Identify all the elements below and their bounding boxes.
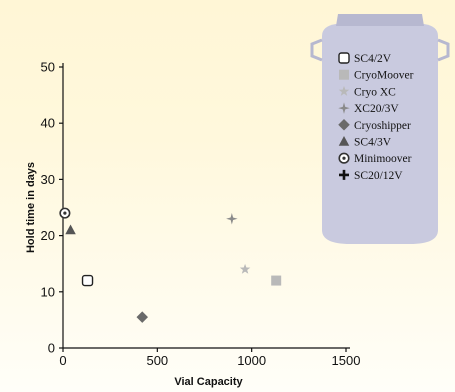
legend-item-cryoshipper: Cryoshipper [338, 119, 411, 132]
point-xc20-3v [226, 212, 238, 225]
legend-marker-cryoshipper [338, 119, 350, 131]
point-minimoover [59, 207, 71, 219]
y-tick-label: 0 [48, 341, 55, 356]
dewar-handle-left [310, 38, 323, 62]
legend-label-cryomoover: CryoMoover [354, 70, 414, 82]
legend-marker-sc20-12v [339, 169, 349, 180]
legend-label-sc4-3v: SC4/3V [354, 137, 392, 149]
axes [59, 63, 350, 352]
point-sc4-3v [65, 224, 76, 235]
y-tick-label: 50 [41, 60, 55, 75]
point-cryo-xc [239, 263, 251, 274]
legend-item-cryo-xc: Cryo XC [338, 85, 396, 98]
y-axis-label: Hold time in days [25, 162, 37, 253]
legend-marker-cryo-xc [338, 85, 350, 96]
point-cryoshipper [136, 311, 148, 323]
point-cryomoover [271, 275, 282, 286]
x-tick-label: 0 [59, 353, 66, 368]
x-tick-label: 1000 [237, 353, 266, 368]
legend-marker-cryomoover [339, 69, 349, 80]
legend-marker-xc20-3v [338, 102, 350, 114]
legend: SC4/2V CryoMoover Cryo XC XC20/3V Cryoshippe… [338, 52, 414, 182]
legend-item-sc20-12v: SC20/12V [339, 170, 403, 182]
legend-label-cryo-xc: Cryo XC [354, 86, 396, 98]
y-tick-label: 30 [41, 172, 55, 187]
point-minimoover-dot [63, 211, 67, 215]
dewar-handle-right [437, 38, 450, 62]
dewar-illustration [310, 14, 450, 244]
dewar-neck-shape [336, 14, 424, 26]
dewar-handles [310, 38, 450, 62]
legend-marker-sc4-2v [338, 52, 350, 64]
legend-label-sc4-2v: SC4/2V [354, 53, 392, 65]
legend-item-sc4-2v: SC4/2V [338, 52, 392, 65]
legend-item-minimoover: Minimoover [338, 152, 412, 165]
y-tick-label: 40 [41, 116, 55, 131]
legend-item-xc20-3v: XC20/3V [338, 102, 399, 115]
legend-item-sc4-3v: SC4/3V [338, 136, 392, 149]
x-tick-label: 500 [146, 353, 168, 368]
x-axis-label: Vial Capacity [174, 376, 243, 388]
legend-item-cryomoover: CryoMoover [339, 69, 414, 82]
x-tick-label: 1500 [332, 353, 361, 368]
legend-label-sc20-12v: SC20/12V [354, 170, 403, 182]
legend-label-xc20-3v: XC20/3V [354, 103, 399, 115]
data-points [59, 207, 282, 323]
y-tick-label: 10 [41, 284, 55, 299]
legend-label-cryoshipper: Cryoshipper [354, 120, 411, 132]
point-sc4-2v [81, 274, 94, 287]
legend-marker-minimoover [338, 152, 350, 164]
legend-marker-sc4-3v [338, 136, 350, 146]
dewar-body-shape [322, 24, 438, 244]
legend-label-minimoover: Minimoover [354, 153, 412, 165]
y-tick-label: 20 [41, 228, 55, 243]
legend-marker-minimoover-dot [342, 156, 346, 160]
